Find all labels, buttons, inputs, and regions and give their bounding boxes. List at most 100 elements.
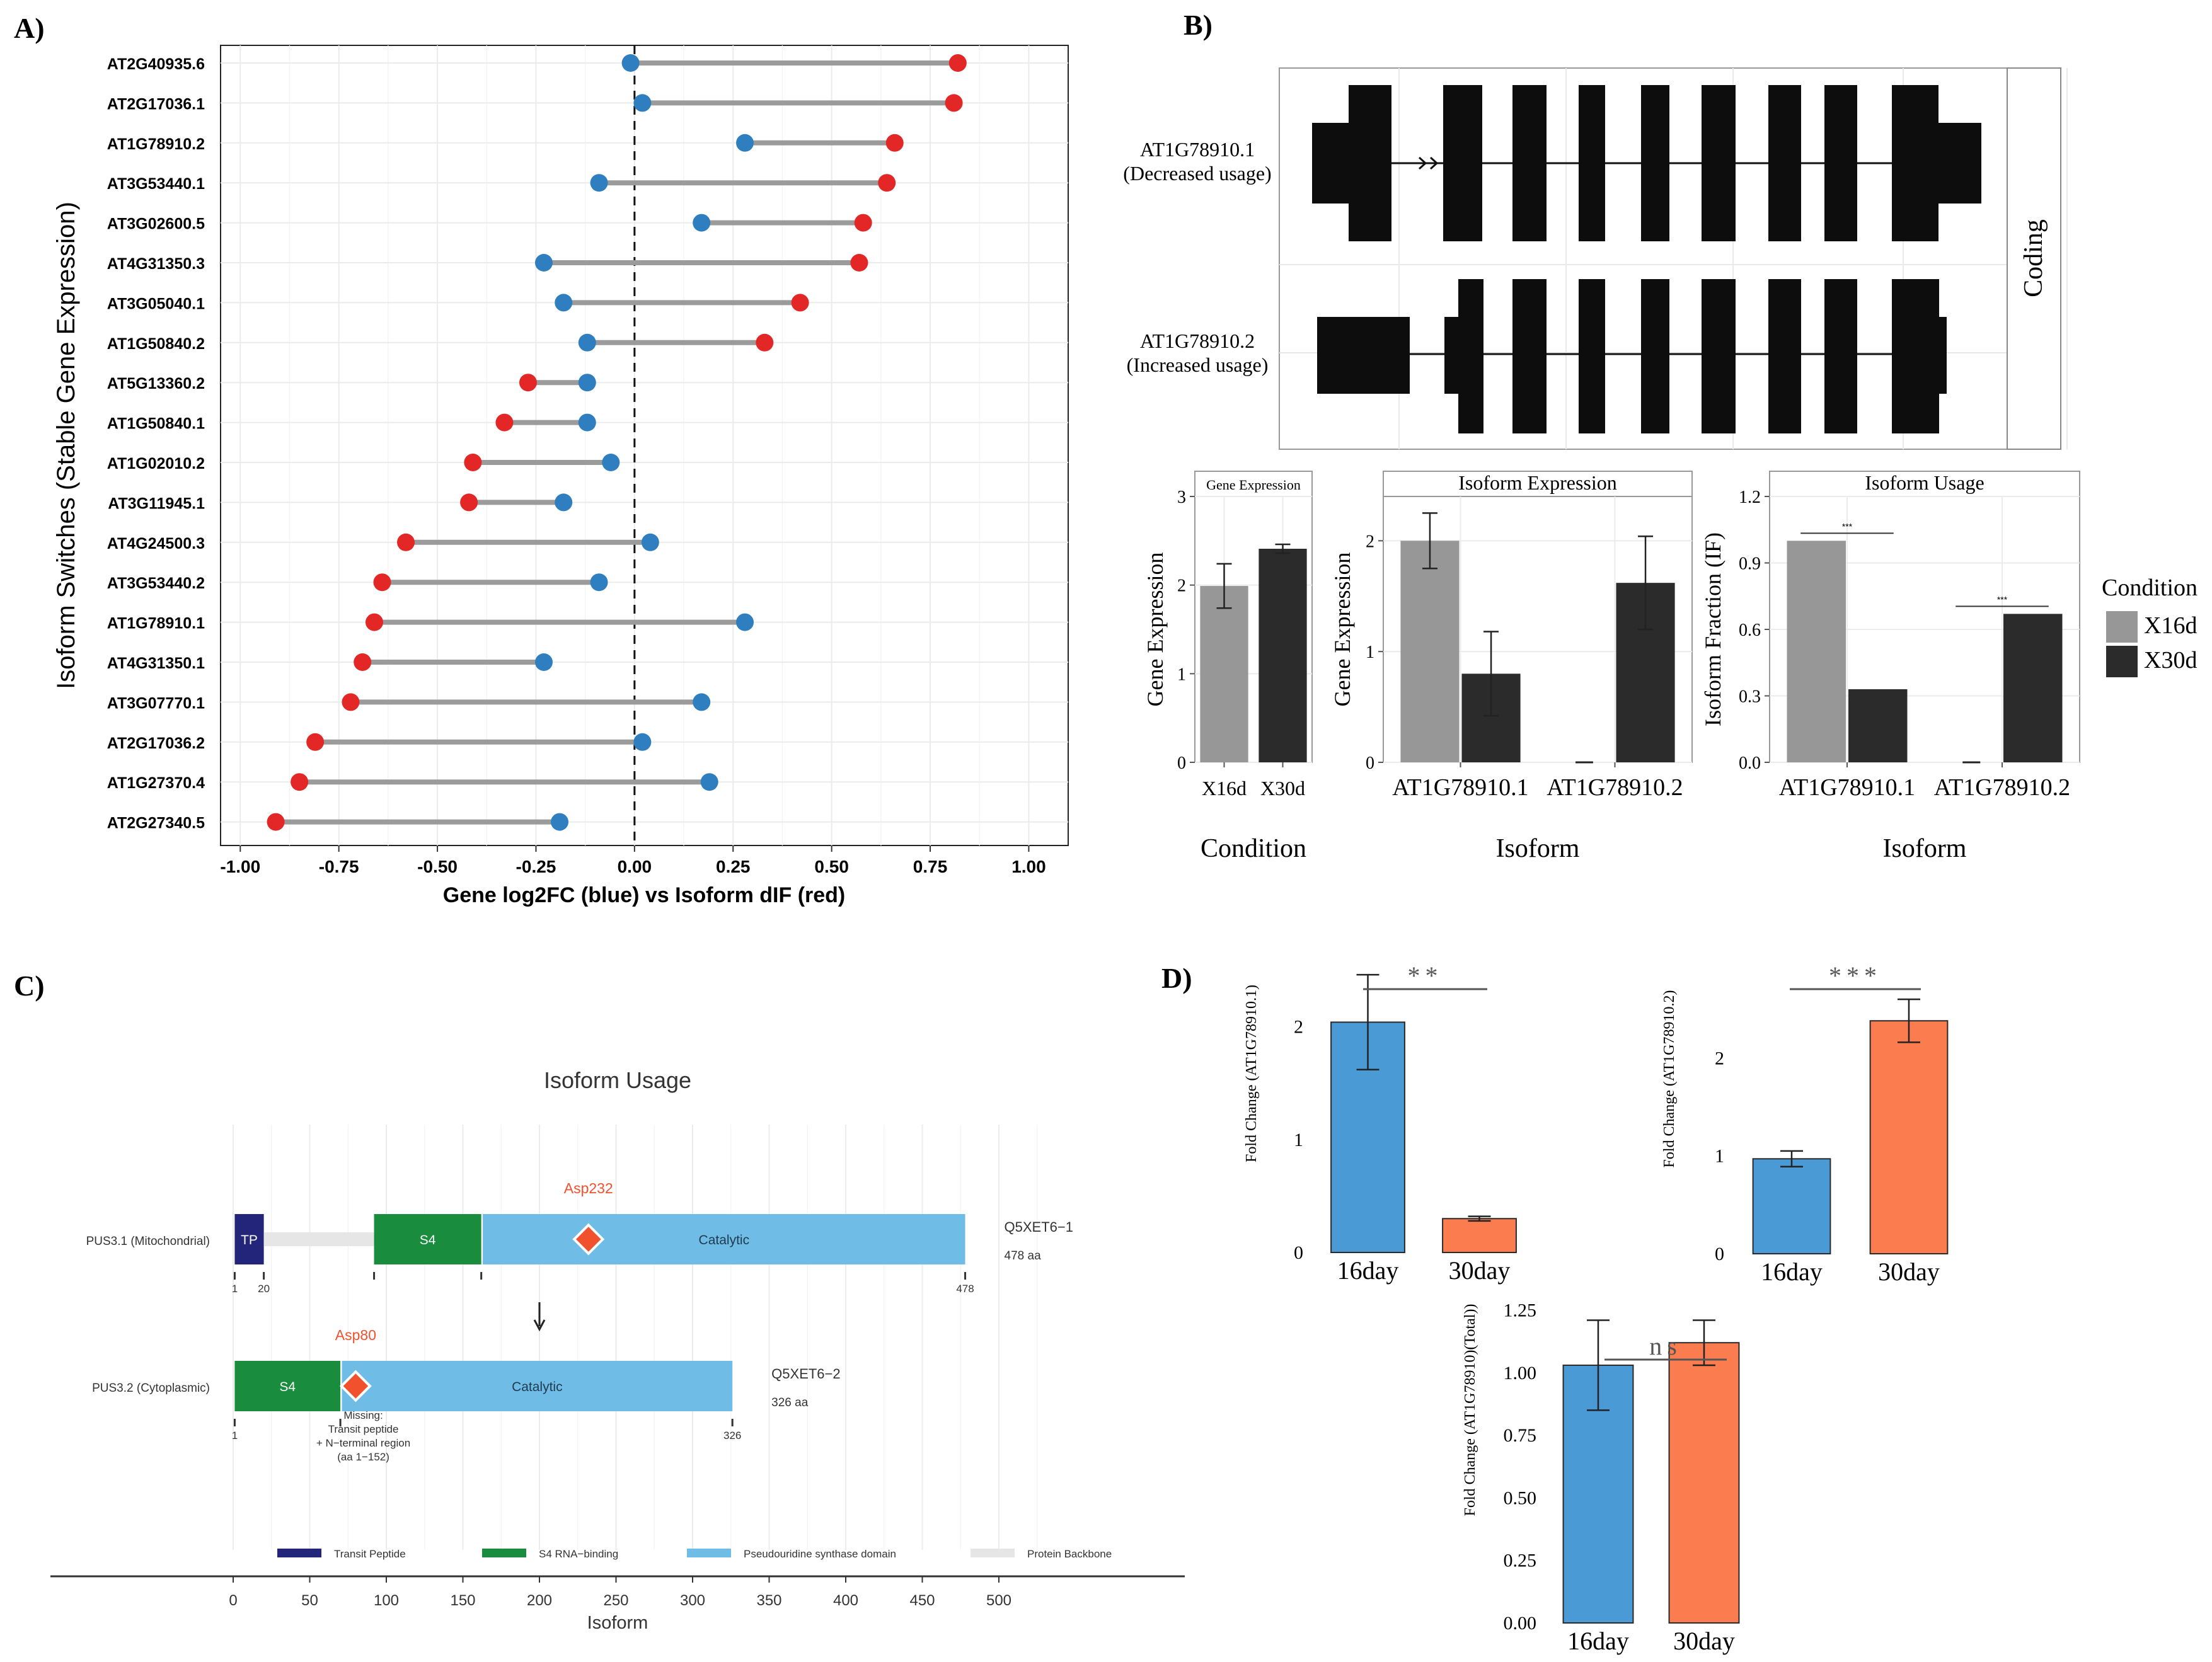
panel-b-strip [1194,471,1313,497]
panel-a-row-label: AT1G78910.2 [107,135,205,153]
panel-c-isoform-track: PUS3.1 (Mitochondrial) TP S4 Catalytic Asp23… [86,1180,1073,1295]
panel-a-row-label: AT3G53440.2 [107,575,205,592]
coding-strip-label: Coding [2019,219,2048,297]
panel-a-isoform-point [306,733,325,751]
panel-b-significance-label: *** [1842,521,1853,531]
panel-a-row-label: AT3G02600.5 [107,215,205,233]
panel-b-x-tick-label: X16d [1202,777,1247,799]
panel-a-isoform-point [885,134,904,152]
panel-d-significance-label: ns [1649,1332,1682,1360]
panel-d-y-tick-label: 1.25 [1504,1300,1537,1321]
panel-d-y-tick-label: 0.25 [1504,1550,1537,1571]
panel-a-gene-point [641,533,659,551]
panel-c-x-tick-label: 200 [527,1592,552,1609]
panel-label-a: A) [14,12,45,44]
panel-b-bar [1259,548,1307,762]
panel-d-bar [1668,1342,1740,1624]
legend-label-x16d: X16d [2144,612,2197,639]
panel-c-isoform-label: PUS3.1 (Mitochondrial) [86,1235,210,1248]
panel-d-fold-change-isoform-1: 0 1 2 16day 30day ** Fold Change (AT1G78910.1) [1243,961,1517,1285]
panel-d-bar [1752,1158,1831,1255]
panel-c-x-tick-label: 250 [603,1592,628,1609]
panel-a-x-tick-label: 0.25 [716,857,751,876]
panel-a-row: AT2G17036.2 [107,733,652,752]
panel-label-c: C) [14,970,45,1002]
panel-a-row: AT3G53440.1 [107,174,896,193]
panel-b-significance-label: *** [1997,594,2008,604]
panel-a-x-tick-label: -0.25 [516,857,556,876]
panel-d-y-label: Fold Change (AT1G78910.1) [1243,985,1260,1162]
panel-a-rows: AT2G40935.6 AT2G17036.1 AT1G78910.2 AT3G534… [107,54,967,832]
panel-c-legend-label: Protein Backbone [1027,1548,1112,1560]
panel-d-y-label: Fold Change (AT1G78910.2) [1661,990,1678,1168]
panel-a-row-label: AT2G40935.6 [107,55,205,73]
panel-b-bars: *** *** [1787,521,2063,764]
coding-strip [2007,67,2061,450]
panel-a-x-tick-label: -0.75 [319,857,359,876]
panel-d-error-bar [1587,1319,1610,1411]
panel-a-row-label: AT3G05040.1 [107,295,205,312]
panel-b-error-bar [1483,631,1499,717]
panel-c-isoform-track: PUS3.2 (Cytoplasmic) S4 Catalytic Asp80 Q5XE… [92,1327,841,1463]
panel-a-isoform-point [850,254,868,272]
panel-b-y-tick-label: 1.2 [1739,488,1761,507]
panel-b-x-tick-label: AT1G78910.1 [1392,774,1528,801]
isoform-2-exons [1317,279,1947,433]
panel-a-isoform-point [373,573,391,592]
panel-c-x-tick-label: 350 [756,1592,781,1609]
panel-a-gene-point [693,693,711,711]
panel-a-gene-point [602,454,620,471]
legend-label-x30d: X30d [2144,647,2197,673]
panel-c-position-label: 1 [232,1430,238,1441]
panel-b-y-tick-label: 0 [1177,754,1186,773]
panel-a-isoform-point [519,374,537,392]
panel-a-isoform-point [342,693,360,711]
panel-a-x-tick-label: 0.75 [913,857,948,876]
panel-c-site-marker [339,1370,372,1402]
panel-a-row: AT3G07770.1 [107,693,711,712]
panel-a-row: AT2G40935.6 [107,54,967,73]
isoform-1-exons [1312,85,1981,241]
panel-a-gene-point [590,174,608,192]
panel-d-fold-change-total: 0.00 0.25 0.50 0.75 1.00 1.25 16day 30day ns Fold… [1462,1300,1740,1655]
panel-b-bar [1787,541,1846,762]
panel-a-row-label: AT4G24500.3 [107,535,205,553]
panel-a-gene-point [534,254,553,272]
panel-b-y-tick-label: 0.0 [1739,754,1761,773]
panel-a-row-label: AT2G27340.5 [107,815,205,832]
panel-a-row: AT1G50840.2 [107,333,774,353]
panel-b-x-tick-label: AT1G78910.1 [1779,774,1915,801]
panel-d-error-bar [1468,1215,1491,1222]
panel-c-x-tick-label: 500 [986,1592,1011,1609]
panel-b-legend: Condition X16d X30d [2102,575,2198,677]
panel-d-error-bar [1898,998,1920,1043]
panel-b-y-label: Gene Expression [1143,553,1168,707]
panel-c-position-label: 478 [956,1283,974,1295]
panel-c-missing-note: Transit peptide [328,1423,399,1435]
panel-a-row: AT3G11945.1 [108,493,573,512]
panel-d-x-tick-label: 16day [1567,1627,1629,1655]
panel-d-y-tick-label: 1 [1715,1146,1724,1167]
panel-a-isoform-point [267,813,285,831]
panel-c-isoform-label: PUS3.2 (Cytoplasmic) [92,1382,210,1395]
panel-c-site-label: Asp80 [335,1327,376,1343]
panel-a-row: AT3G53440.2 [107,573,608,592]
panel-b-error-bar [1216,563,1232,609]
panel-a-isoform-point [460,493,478,512]
panel-d-significance-label: ** [1408,961,1443,990]
panel-c-site-marker [572,1223,605,1256]
panel-a-row: AT1G02010.2 [107,454,620,473]
panel-c-domain-label: S4 [420,1233,436,1247]
panel-d-x-tick-label: 16day [1761,1258,1823,1286]
panel-b-bar [1848,689,1908,762]
panel-b-y-tick-label: 3 [1177,488,1186,507]
panel-b-x-tick-label: AT1G78910.2 [1547,774,1683,801]
panel-b-x-tick-label: X30d [1260,777,1305,799]
panel-b-gene-structure: Coding AT1G78910.1 (Decreased usage) AT1… [1123,67,2068,450]
panel-c-position-label: 1 [232,1283,238,1295]
panel-a-isoform-point [945,94,963,112]
panel-d-error-bar [1693,1319,1715,1367]
panel-d-x-tick-label: 30day [1449,1256,1511,1285]
panel-a-x-tick-label: 1.00 [1011,857,1046,876]
